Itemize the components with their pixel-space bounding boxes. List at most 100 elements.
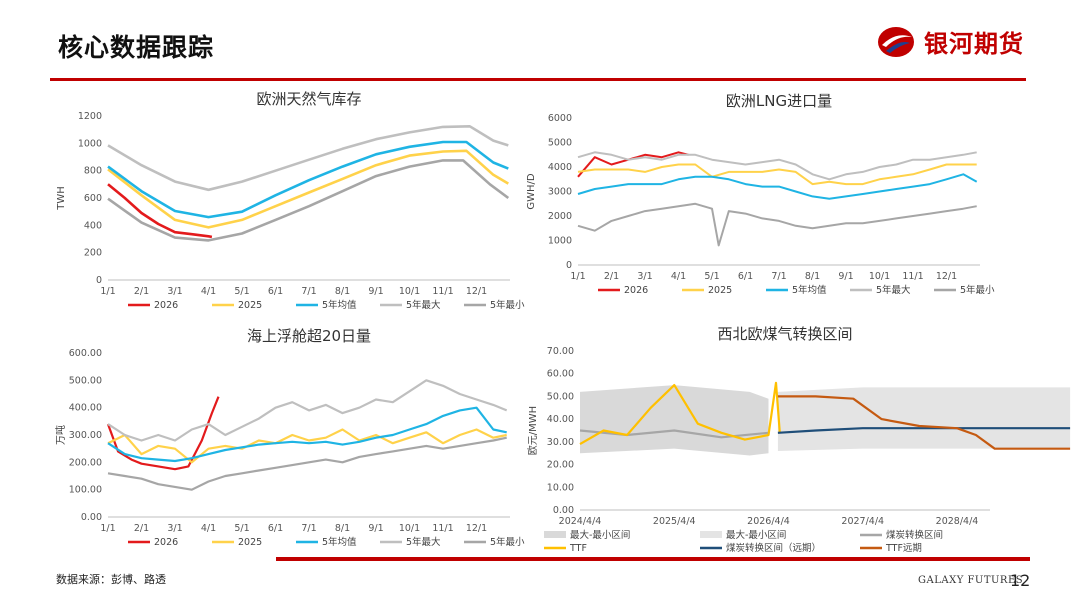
x-tick-label: 5/1 (234, 523, 249, 534)
chart-floating-storage: 海上浮舱超20日量 0.00 100.00 200.00 300.00 400.00 500… (50, 325, 530, 555)
y-tick-label: 1200 (78, 111, 102, 122)
legend-swatch (700, 531, 722, 538)
x-tick-label: 9/1 (838, 271, 853, 282)
x-tick-label: 2027/4/4 (841, 516, 884, 527)
series-line-4 (577, 202, 977, 247)
legend-label: 5年均值 (792, 284, 827, 296)
x-tick-label: 3/1 (167, 286, 182, 297)
x-tick-label: 7/1 (301, 286, 316, 297)
x-tick-label: 1/1 (100, 286, 115, 297)
legend-label: 5年最大 (406, 536, 441, 548)
x-tick-label: 2025/4/4 (653, 516, 696, 527)
legend-label: 5年均值 (322, 536, 357, 548)
x-tick-label: 2026/4/4 (747, 516, 790, 527)
legend-label: TTF远期 (885, 543, 922, 554)
legend-label: TTF (569, 543, 587, 554)
y-axis-label: 欧元/MWH (527, 406, 539, 455)
chart-title: 欧洲LNG进口量 (726, 92, 832, 110)
y-tick-label: 70.00 (547, 346, 574, 357)
x-tick-label: 2/1 (134, 286, 149, 297)
x-tick-label: 11/1 (432, 286, 453, 297)
series-line-4 (107, 159, 510, 242)
series-line-0 (106, 396, 220, 471)
y-tick-label: 200.00 (69, 457, 102, 468)
y-tick-label: 0.00 (553, 505, 574, 516)
legend-label: 2026 (154, 537, 178, 548)
x-tick-label: 8/1 (335, 523, 350, 534)
series-line-2 (107, 140, 509, 219)
chart-eu-lng-imports: 欧洲LNG进口量 0 1000 2000 3000 4000 5000 6000 GWH/D 1/… (526, 88, 1020, 318)
x-tick-label: 9/1 (368, 286, 383, 297)
series-line-1 (579, 381, 781, 446)
x-tick-label: 6/1 (738, 271, 753, 282)
y-axis-label: GWH/D (526, 173, 537, 210)
x-tick-label: 12/1 (466, 523, 487, 534)
y-tick-label: 30.00 (547, 437, 574, 448)
x-tick-label: 1/1 (570, 271, 585, 282)
y-tick-label: 0 (566, 260, 572, 271)
footer-divider (276, 557, 1030, 561)
legend-label: 2025 (708, 285, 732, 296)
chart-eu-gas-storage: 欧洲天然气库存 0 200 400 600 800 1000 1200 TWH 1/1 2/1 3/1… (50, 88, 530, 318)
company-logo: 银河期货 (876, 24, 1024, 59)
x-tick-label: 9/1 (368, 523, 383, 534)
brand-text: GALAXY FUTURES (918, 575, 1024, 586)
logo-text: 银河期货 (924, 30, 1024, 58)
y-tick-label: 300.00 (69, 430, 102, 441)
legend-label: 5年最小 (490, 536, 525, 548)
series-line-0 (107, 183, 213, 239)
x-tick-label: 2/1 (604, 271, 619, 282)
series-line-2 (577, 173, 978, 200)
series-line-3 (777, 395, 1071, 450)
y-tick-label: 4000 (548, 162, 572, 173)
legend-label: 5年最小 (490, 299, 525, 311)
y-tick-label: 1000 (78, 138, 102, 149)
y-tick-label: 1000 (548, 236, 572, 247)
y-tick-label: 200 (84, 248, 102, 259)
x-tick-label: 4/1 (201, 286, 216, 297)
legend-label: 煤炭转换区间（远期） (726, 542, 821, 554)
x-tick-label: 8/1 (805, 271, 820, 282)
x-tick-label: 2/1 (134, 523, 149, 534)
legend-label: 2025 (238, 300, 262, 311)
y-tick-label: 2000 (548, 211, 572, 222)
x-tick-label: 10/1 (399, 286, 420, 297)
title-divider (50, 78, 1026, 81)
series-line-3 (107, 379, 508, 442)
legend-label: 5年最小 (960, 284, 995, 296)
band-range-0 (580, 385, 769, 456)
x-tick-label: 12/1 (466, 286, 487, 297)
x-tick-label: 7/1 (771, 271, 786, 282)
series-line-1 (577, 163, 977, 186)
legend-label: 2025 (238, 537, 262, 548)
series-line-0 (577, 151, 689, 178)
x-tick-label: 1/1 (100, 523, 115, 534)
y-tick-label: 5000 (548, 138, 572, 149)
chart-svg: 欧洲LNG进口量 0 1000 2000 3000 4000 5000 6000 GWH/D 1/… (526, 92, 995, 296)
legend-label: 最大-最小区间 (570, 529, 630, 541)
x-tick-label: 3/1 (637, 271, 652, 282)
series-line-2 (107, 406, 507, 463)
y-tick-label: 600.00 (69, 348, 102, 359)
legend-label: 5年最大 (876, 284, 911, 296)
series-line-3 (107, 125, 509, 192)
y-tick-label: 3000 (548, 187, 572, 198)
page-number: 12 (1010, 571, 1031, 590)
x-tick-label: 3/1 (167, 523, 182, 534)
band-range-1 (777, 387, 1071, 451)
chart-svg: 欧洲天然气库存 0 200 400 600 800 1000 1200 TWH 1/1 2/1 3/1… (56, 90, 525, 311)
y-axis-label: 万吨 (54, 425, 67, 445)
x-tick-label: 4/1 (671, 271, 686, 282)
legend-label: 5年最大 (406, 299, 441, 311)
x-tick-label: 6/1 (268, 523, 283, 534)
page-title: 核心数据跟踪 (58, 33, 215, 62)
x-tick-label: 12/1 (936, 271, 957, 282)
x-tick-label: 4/1 (201, 523, 216, 534)
y-tick-label: 20.00 (547, 460, 574, 471)
y-tick-label: 10.00 (547, 482, 574, 493)
x-tick-label: 10/1 (399, 523, 420, 534)
series-line-1 (107, 428, 507, 464)
x-tick-label: 6/1 (268, 286, 283, 297)
chart-svg: 西北欧煤气转换区间 0.00 10.00 20.00 30.00 40.00 50.00 60… (527, 325, 1071, 554)
y-tick-label: 60.00 (547, 369, 574, 380)
